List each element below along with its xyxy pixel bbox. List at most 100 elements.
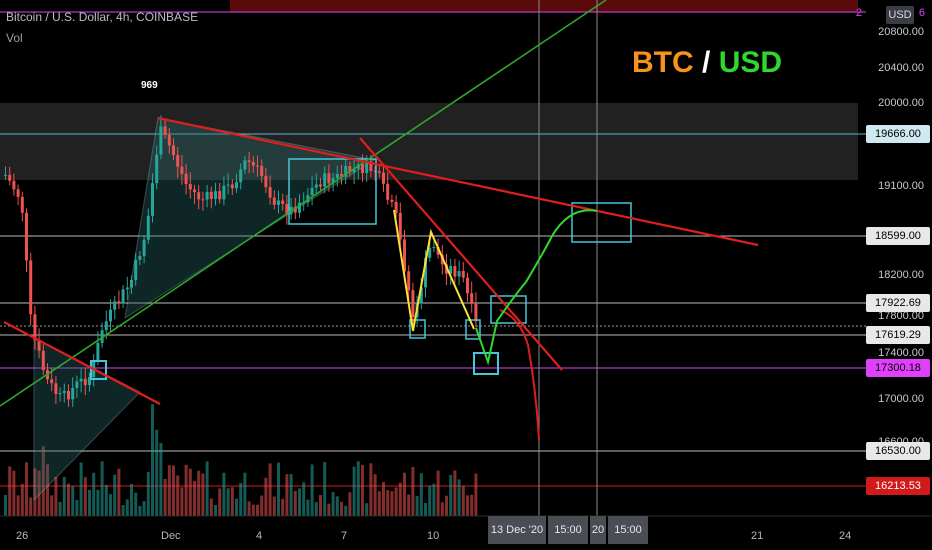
annotation-969: 969 (141, 80, 158, 91)
time-tick: 4 (256, 530, 263, 542)
candle-body (335, 173, 339, 178)
volume-bar (218, 488, 222, 516)
zigzag-pattern (393, 209, 475, 332)
price-tag-18599: 18599.00 (866, 227, 930, 245)
volume-bar (298, 488, 301, 516)
volume-bar (205, 461, 209, 516)
volume-bar (167, 465, 171, 516)
candle-body (125, 287, 129, 290)
time-tick: Dec (161, 530, 181, 542)
volume-bar (54, 476, 58, 516)
chart-title: BTC / USD (632, 46, 782, 80)
candle-body (218, 191, 222, 200)
candle-body (260, 165, 264, 176)
volume-bar (369, 463, 373, 516)
candle-body (163, 126, 167, 135)
volume-bar (163, 478, 167, 516)
volume-bar (361, 464, 364, 516)
candle-body (4, 174, 7, 176)
candle-body (54, 383, 58, 394)
candle-body (58, 393, 62, 395)
time-tick: 26 (16, 530, 29, 542)
volume-bar (390, 491, 394, 516)
volume-bar (302, 482, 306, 516)
volume-bar (306, 499, 310, 516)
candle-body (155, 154, 159, 184)
candle-body (436, 247, 440, 255)
candle-body (239, 169, 243, 183)
volume-bar (432, 483, 436, 516)
time-tick: 10 (427, 530, 440, 542)
currency-button[interactable]: USD (886, 6, 914, 24)
candle-body (453, 266, 457, 277)
volume-bar (201, 473, 205, 516)
horizontal-levels (0, 11, 866, 487)
volume-bar (474, 473, 478, 516)
volume-bar (33, 468, 37, 516)
candle-body (268, 187, 272, 198)
candle-body (226, 184, 230, 186)
volume-bar (407, 494, 411, 516)
highlight-boxes (90, 158, 632, 380)
volume-bar (310, 464, 314, 516)
trend-lines (0, 0, 759, 441)
candle-body (88, 377, 91, 386)
price-tick: 20000.00 (878, 97, 924, 109)
volume-bar (67, 483, 70, 516)
price-tick: 17000.00 (878, 393, 924, 405)
candle-body (193, 189, 196, 193)
triangle-pattern-left (33, 337, 141, 502)
volume-bar (29, 497, 33, 516)
volume-bar (142, 501, 146, 516)
volume-bar (138, 505, 142, 516)
candle-body (386, 183, 390, 200)
box-projection-high (571, 202, 632, 243)
volume-bar (335, 496, 339, 516)
volume-bar (16, 495, 20, 516)
volume-bars (4, 404, 478, 516)
volume-bar (121, 505, 125, 516)
candle-body (146, 215, 150, 240)
candle-body (394, 201, 398, 213)
candle-body (407, 271, 411, 291)
price-tick: 17800.00 (878, 310, 924, 322)
candle-body (390, 199, 394, 202)
candle-body (205, 191, 209, 200)
price-tick: 19100.00 (878, 180, 924, 192)
volume-bar (411, 467, 415, 516)
volume-bar (37, 470, 41, 516)
candle-body (424, 257, 427, 288)
candle-body (167, 134, 171, 146)
candle-body (449, 266, 453, 274)
candle-body (344, 166, 348, 177)
time-tick: 24 (839, 530, 852, 542)
candle-body (264, 175, 268, 188)
volume-bar (373, 474, 377, 516)
bullish-projection-path (475, 209, 598, 366)
volume-bar (214, 505, 217, 516)
volume-bar (256, 504, 259, 516)
candle-body (348, 166, 352, 173)
candle-body (62, 390, 66, 394)
candle-body (243, 160, 247, 170)
candle-body (71, 387, 75, 400)
candle-body (285, 203, 289, 215)
candle-body (470, 293, 474, 304)
candle-body (432, 247, 436, 249)
price-tick-top-partial: 2 (855, 7, 862, 19)
title-quote: USD (718, 46, 783, 79)
steep-resistance-line (359, 137, 563, 371)
candle-body (79, 378, 83, 382)
volume-bar (100, 461, 104, 516)
box-low-2 (465, 319, 481, 340)
crosshair-time-label: 15:00 (548, 516, 588, 544)
candle-body (235, 182, 238, 189)
price-tag-16213: 16213.53 (866, 477, 930, 495)
volume-bar (272, 496, 276, 516)
candle-body (67, 390, 70, 400)
volume-bar (134, 492, 138, 516)
volume-bar (268, 463, 272, 516)
candle-body (382, 172, 385, 184)
volume-bar (289, 474, 293, 516)
